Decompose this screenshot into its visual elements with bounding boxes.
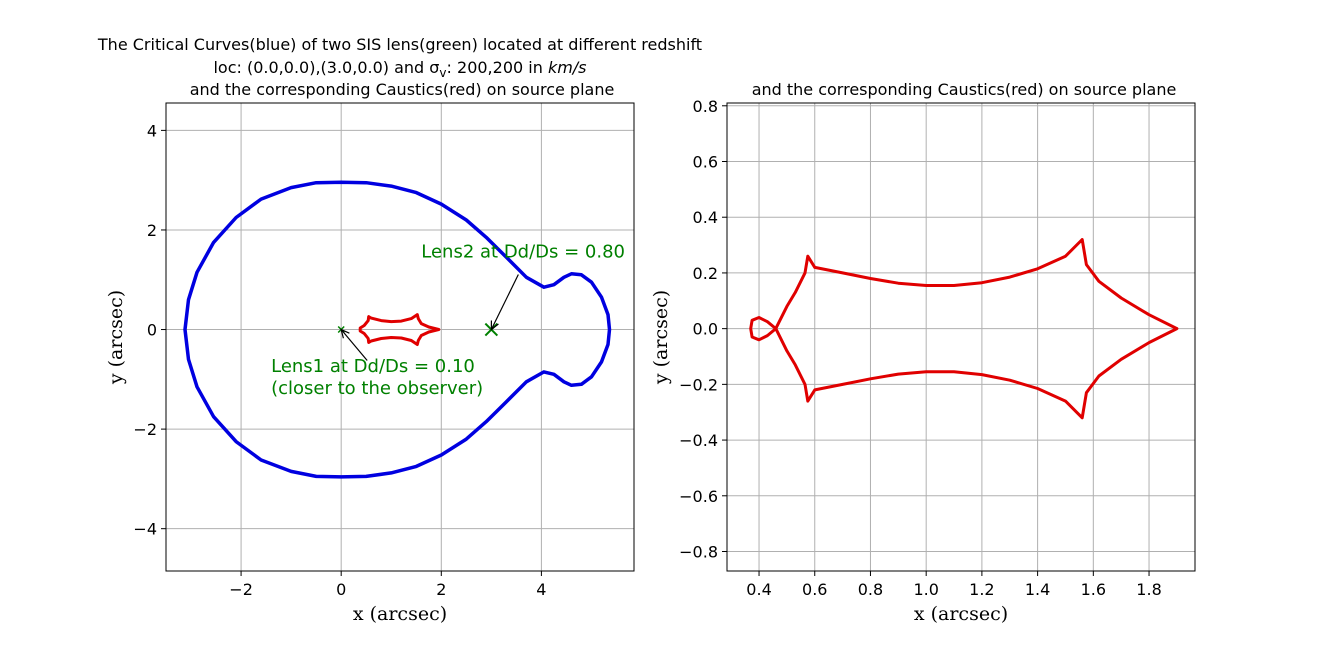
right-xtick-label: 1.0 [913,580,938,599]
right-ytick-label: −0.8 [679,543,718,562]
annotation-arrowhead [340,328,350,339]
left-title-line-2-text: loc: (0.0,0.0),(3.0,0.0) and σ [213,58,439,77]
right-xtick-label: 1.4 [1025,580,1050,599]
right-xtick-label: 1.6 [1081,580,1106,599]
left-xtick-label: 4 [536,580,546,599]
right-xtick-label: 0.8 [858,580,883,599]
left-title-units: km/s [548,58,587,77]
left-title-line-3: and the corresponding Caustics(red) on s… [190,80,615,99]
right-plot-data [749,238,1179,420]
right-caustics-curve [749,238,1179,420]
right-grid [727,103,1195,571]
left-xtick-label: −2 [229,580,253,599]
left-xtick-label: 0 [336,580,346,599]
left-title-line-2: loc: (0.0,0.0),(3.0,0.0) and σv: 200,200… [213,58,586,80]
left-xlabel: x (arcsec) [353,603,447,625]
right-xtick-label: 0.4 [746,580,771,599]
right-ytick-label: 0.0 [693,320,718,339]
annotation-lens1-line2: (closer to the observer) [271,378,483,399]
left-ytick-label: 0 [147,321,157,340]
left-ytick-label: 2 [147,221,157,240]
left-critical-curves-curve [183,180,612,479]
right-ytick-label: −0.6 [679,487,718,506]
annotation-lens2: Lens2 at Dd/Ds = 0.80 [421,241,625,262]
left-axes-frame [165,102,635,572]
right-ticks: 0.4 0.6 0.8 1.0 1.2 1.4 1.6 1.8 −0.8 −0.6 −0.4 −0.2… [679,97,1162,599]
left-xtick-label: 2 [436,580,446,599]
left-annotations: Lens2 at Dd/Ds = 0.80 Lens1 at Dd/Ds = 0.… [271,241,625,399]
annotation-arrow [490,274,519,330]
left-title-sigma-sub: v [439,66,446,80]
annotation-arrow [340,329,368,361]
right-ytick-label: −0.2 [679,375,718,394]
left-ytick-label: −2 [133,420,157,439]
left-title-sigma-values: : 200,200 in [447,58,548,77]
right-xtick-label: 1.2 [969,580,994,599]
left-title-line-1: The Critical Curves(blue) of two SIS len… [97,35,702,54]
right-xtick-label: 1.8 [1136,580,1161,599]
right-title: and the corresponding Caustics(red) on s… [752,80,1177,99]
right-ytick-label: 0.4 [693,208,718,227]
left-ylabel: y (arcsec) [105,290,127,385]
right-xtick-label: 0.6 [802,580,827,599]
right-ytick-label: 0.6 [693,153,718,172]
annotation-arrowhead [490,320,499,331]
left-ytick-label: −4 [133,520,157,539]
left-caustics-curve [358,313,441,346]
right-xlabel: x (arcsec) [914,603,1008,625]
left-ticks: −2 0 2 4 −4 −2 0 2 4 [133,121,546,599]
right-ytick-label: 0.8 [693,97,718,116]
left-axes: The Critical Curves(blue) of two SIS len… [97,35,702,625]
right-ytick-label: 0.2 [693,264,718,283]
right-axes-frame [726,102,1196,572]
right-ytick-label: −0.4 [679,431,718,450]
left-ytick-label: 4 [147,121,157,140]
right-ylabel: y (arcsec) [650,290,672,385]
annotation-lens1: Lens1 at Dd/Ds = 0.10 [271,356,475,377]
right-axes: and the corresponding Caustics(red) on s… [650,80,1196,625]
